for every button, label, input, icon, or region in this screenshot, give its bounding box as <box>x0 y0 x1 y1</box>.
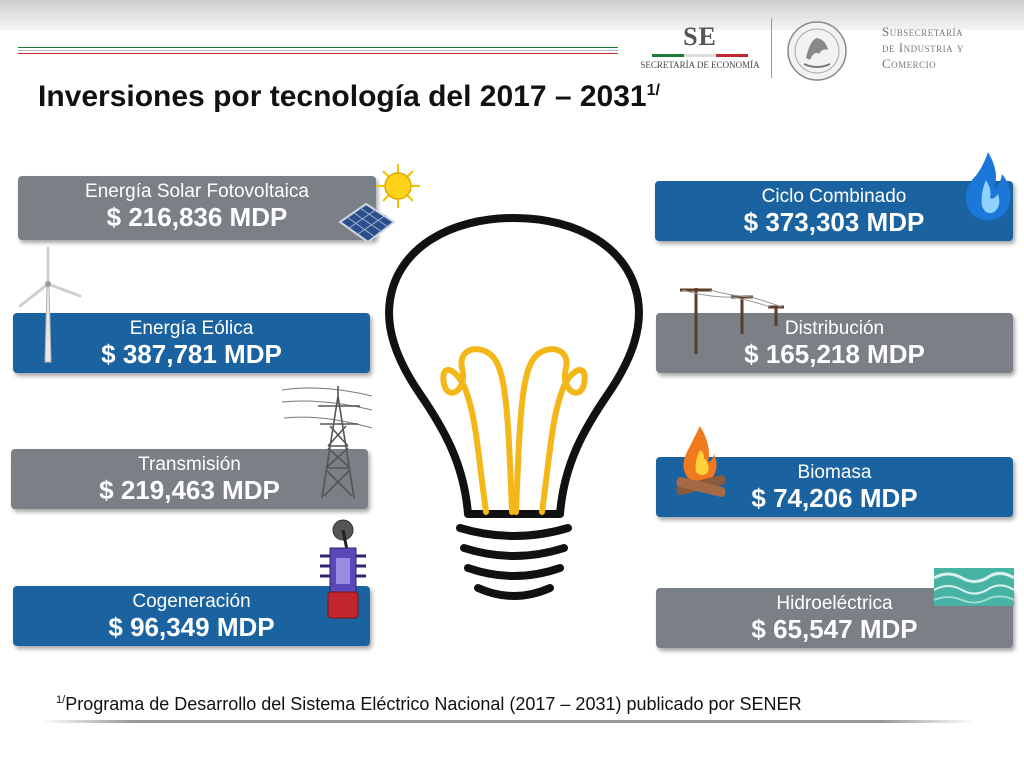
page-title-text: Inversiones por tecnología del 2017 – 20… <box>38 80 647 113</box>
transmission-tower-icon <box>281 386 373 499</box>
footnote-marker: 1/ <box>56 694 66 706</box>
card-ciclo-combinado-name: Ciclo Combinado <box>761 186 907 207</box>
card-solar: Energía Solar Fotovoltaica $ 216,836 MDP <box>18 176 376 240</box>
header-line-grey <box>18 50 618 51</box>
light-bulb-icon <box>385 214 643 600</box>
subsecretaria-line-3: Comercio <box>882 56 937 71</box>
header-line-green <box>18 47 618 48</box>
card-cogeneracion-value: $ 96,349 MDP <box>108 612 275 642</box>
subsecretaria-line-2: de Industria y <box>882 40 964 55</box>
card-solar-name: Energía Solar Fotovoltaica <box>85 181 309 202</box>
card-solar-value: $ 216,836 MDP <box>106 202 288 232</box>
bottom-divider <box>40 720 975 723</box>
card-hidroelectrica-value: $ 65,547 MDP <box>751 614 918 644</box>
utility-poles-icon <box>680 288 784 354</box>
card-biomasa-name: Biomasa <box>797 462 872 483</box>
footnote-text: Programa de Desarrollo del Sistema Eléct… <box>65 694 802 714</box>
top-band <box>0 0 1024 30</box>
flag-stripe <box>652 54 748 57</box>
card-distribucion-name: Distribución <box>784 318 885 339</box>
card-cogeneracion: Cogeneración $ 96,349 MDP <box>13 586 370 646</box>
card-eolica-value: $ 387,781 MDP <box>101 339 282 369</box>
subsecretaria-label: Subsecretaría de Industria y Comercio <box>882 24 964 72</box>
water-waves-icon <box>933 568 1015 606</box>
header-line-red <box>18 53 618 54</box>
card-transmision-value: $ 219,463 MDP <box>99 475 280 505</box>
solar-panel-sun-icon <box>338 164 420 244</box>
card-eolica-name: Energía Eólica <box>129 318 254 339</box>
se-logo-text: SE <box>683 22 717 51</box>
card-eolica: Energía Eólica $ 387,781 MDP <box>13 313 370 373</box>
card-distribucion-value: $ 165,218 MDP <box>744 339 925 369</box>
card-transmision-name: Transmisión <box>138 454 241 475</box>
card-biomasa-value: $ 74,206 MDP <box>751 483 918 513</box>
card-cogeneracion-name: Cogeneración <box>132 591 251 612</box>
se-logo: SE SECRETARÍA DE ECONOMÍA <box>640 22 760 70</box>
card-distribucion: Distribución $ 165,218 MDP <box>656 313 1013 373</box>
title-footnote-marker: 1/ <box>646 82 660 99</box>
header-divider <box>771 18 772 78</box>
wind-turbine-icon <box>18 246 82 363</box>
cogeneration-engine-icon <box>320 519 366 619</box>
page-title: Inversiones por tecnología del 2017 – 20… <box>38 80 660 114</box>
card-transmision: Transmisión $ 219,463 MDP <box>11 449 368 509</box>
card-hidroelectrica-name: Hidroeléctrica <box>776 593 893 614</box>
se-logo-subtitle: SECRETARÍA DE ECONOMÍA <box>640 60 760 70</box>
mexico-seal-icon <box>787 21 847 81</box>
gas-flame-icon <box>965 152 1011 221</box>
subsecretaria-line-1: Subsecretaría <box>882 24 964 39</box>
campfire-icon <box>676 426 726 498</box>
card-ciclo-combinado: Ciclo Combinado $ 373,303 MDP <box>655 181 1013 241</box>
card-ciclo-combinado-value: $ 373,303 MDP <box>743 207 925 237</box>
footnote: 1/Programa de Desarrollo del Sistema Elé… <box>56 694 802 715</box>
